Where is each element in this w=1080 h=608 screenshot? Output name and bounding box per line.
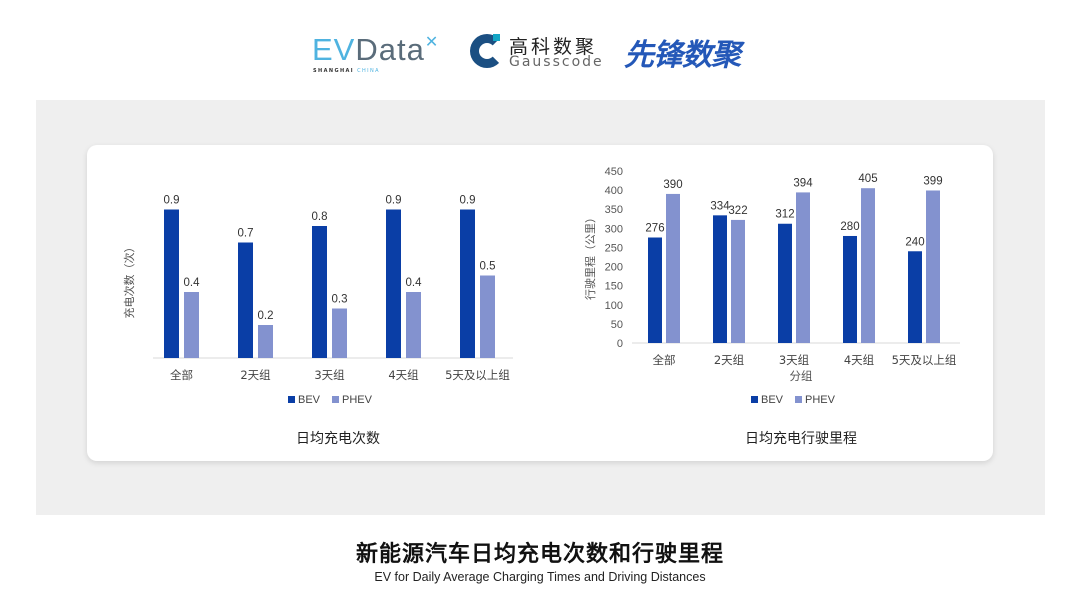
legend-label: PHEV — [342, 394, 373, 406]
legend-label: BEV — [761, 394, 784, 406]
x-tick-label: 5天及以上组 — [892, 353, 957, 367]
bar-phev — [332, 308, 347, 358]
x-tick-label: 全部 — [653, 353, 676, 367]
y-tick-label: 150 — [605, 281, 623, 293]
data-label: 280 — [840, 221, 859, 233]
bar-phev — [406, 292, 421, 358]
bar-bev — [238, 242, 253, 358]
y-tick-label: 50 — [611, 319, 623, 331]
gausscode-logo-cn: 高科数聚 — [509, 36, 598, 58]
data-label: 0.7 — [238, 228, 254, 240]
y-tick-label: 0 — [617, 338, 623, 350]
x-tick-label: 2天组 — [240, 368, 271, 382]
x-tick-label: 3天组 — [314, 368, 345, 382]
evdata-logo-data: Data — [355, 32, 425, 67]
data-label: 0.4 — [184, 277, 201, 289]
data-label: 405 — [858, 173, 877, 185]
bar-bev — [648, 237, 662, 343]
y-axis-label: 行驶里程（公里） — [583, 212, 597, 300]
y-tick-label: 300 — [605, 223, 623, 235]
legend-swatch-bev — [751, 396, 758, 403]
bar-phev — [184, 292, 199, 358]
page-title: 新能源汽车日均充电次数和行驶里程 — [355, 542, 724, 567]
x-tick-label: 3天组 — [779, 353, 810, 367]
bar-phev — [731, 219, 745, 343]
data-label: 0.8 — [312, 211, 328, 223]
x-tick-label: 全部 — [170, 368, 193, 382]
data-label: 312 — [775, 209, 794, 221]
data-label: 0.2 — [258, 310, 274, 322]
bar-bev — [908, 251, 922, 343]
gausscode-logo-icon — [470, 34, 504, 68]
bar-phev — [926, 190, 940, 343]
data-label: 276 — [645, 223, 664, 235]
chart-title: 日均充电次数 — [296, 431, 380, 447]
bar-phev — [666, 193, 680, 343]
x-tick-label: 4天组 — [844, 353, 875, 367]
bar-bev — [386, 209, 401, 358]
data-label: 240 — [905, 236, 924, 248]
data-label: 0.9 — [164, 195, 180, 207]
data-label: 0.9 — [386, 195, 402, 207]
evdata-logo: EVData✕ — [312, 32, 440, 67]
legend-label: PHEV — [805, 394, 836, 406]
data-label: 394 — [793, 177, 813, 189]
bar-bev — [713, 215, 727, 343]
data-label: 0.4 — [406, 277, 423, 289]
data-label: 0.5 — [480, 261, 496, 273]
evdata-sub-b: CHINA — [357, 68, 380, 74]
y-tick-label: 250 — [605, 242, 623, 254]
bar-phev — [861, 188, 875, 343]
bar-phev — [258, 325, 273, 358]
y-tick-label: 350 — [605, 204, 623, 216]
x-axis-label: 分组 — [790, 369, 813, 383]
evdata-sub-a: SHANGHAI — [313, 68, 355, 74]
data-label: 334 — [710, 200, 730, 212]
evdata-logo-ev: EV — [312, 32, 356, 67]
bar-bev — [843, 235, 857, 343]
bar-bev — [778, 223, 792, 343]
legend-label: BEV — [298, 394, 321, 406]
data-label: 0.3 — [332, 294, 348, 306]
bar-phev — [480, 275, 495, 358]
chart-title: 日均充电行驶里程 — [745, 431, 857, 447]
evdata-logo-sub: SHANGHAI CHINA — [313, 68, 380, 74]
bar-phev — [796, 192, 810, 343]
gausscode-logo-square — [493, 34, 500, 41]
data-label: 322 — [728, 205, 747, 217]
x-tick-label: 2天组 — [714, 353, 745, 367]
bar-bev — [312, 226, 327, 358]
y-axis-label: 充电次数（次） — [122, 242, 136, 319]
x-tick-label: 4天组 — [388, 368, 419, 382]
logo-bar: EVData✕ SHANGHAI CHINA 高科数聚 Gausscode 先锋… — [0, 24, 1080, 74]
data-label: 390 — [663, 179, 682, 191]
bar-bev — [460, 209, 475, 358]
page-subtitle: EV for Daily Average Charging Times and … — [374, 570, 706, 584]
bar-bev — [164, 209, 179, 358]
data-label: 0.9 — [460, 195, 476, 207]
data-label: 399 — [923, 175, 942, 187]
x-tick-label: 5天及以上组 — [445, 368, 510, 382]
y-tick-label: 100 — [605, 300, 623, 312]
xianfeng-logo: 先锋数聚 — [624, 38, 741, 73]
gausscode-logo-en: Gausscode — [509, 54, 604, 70]
legend-swatch-phev — [332, 396, 339, 403]
legend-swatch-phev — [795, 396, 802, 403]
y-tick-label: 450 — [605, 166, 623, 178]
legend-swatch-bev — [288, 396, 295, 403]
y-tick-label: 400 — [605, 185, 623, 197]
y-tick-label: 200 — [605, 262, 623, 274]
